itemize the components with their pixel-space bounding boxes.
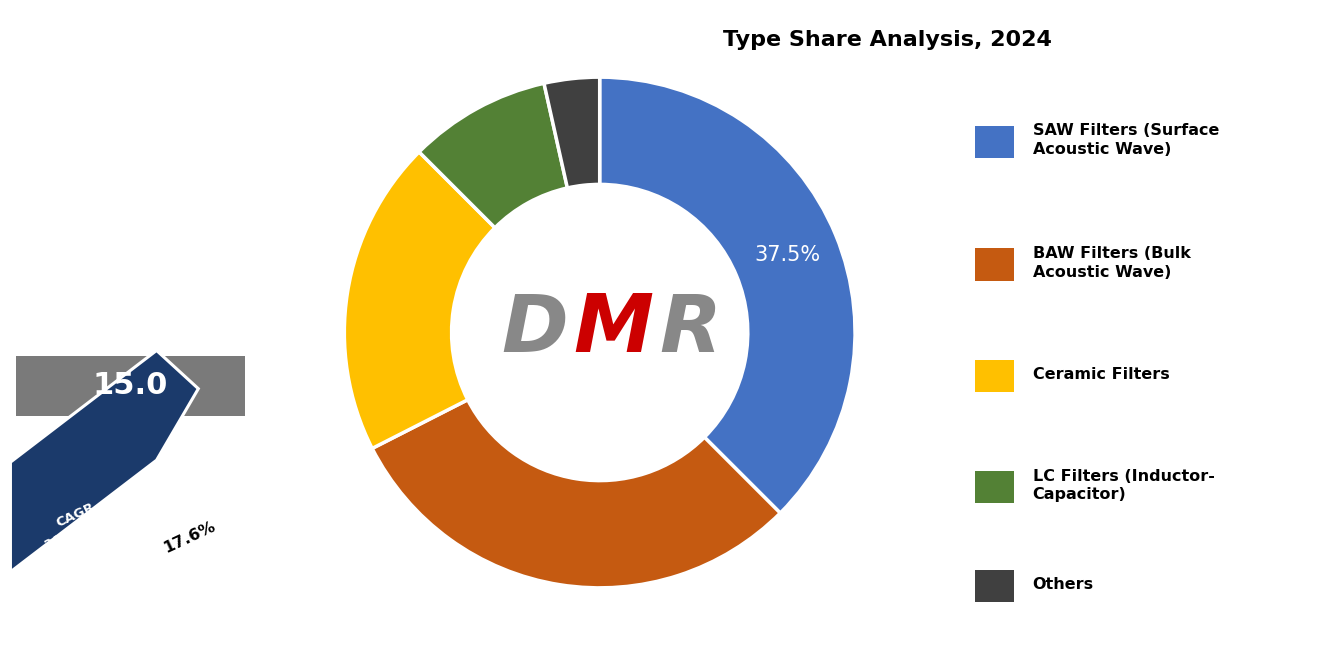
Wedge shape [419,83,567,228]
FancyBboxPatch shape [975,360,1014,392]
Text: Dimension
Market
Research: Dimension Market Research [51,20,210,112]
Text: 17.6%: 17.6% [161,519,217,556]
Text: 15.0: 15.0 [92,371,169,400]
Text: Ceramic Filters: Ceramic Filters [1032,367,1169,382]
Wedge shape [344,152,496,448]
Text: SAW Filters (Surface
Acoustic Wave): SAW Filters (Surface Acoustic Wave) [1032,124,1219,157]
Text: M: M [573,291,654,369]
Polygon shape [11,350,198,572]
Text: Others: Others [1032,577,1094,593]
FancyBboxPatch shape [975,126,1014,158]
Circle shape [452,184,747,481]
Text: 37.5%: 37.5% [754,245,820,265]
FancyBboxPatch shape [975,571,1014,602]
Text: BAW Filters (Bulk
Acoustic Wave): BAW Filters (Bulk Acoustic Wave) [1032,246,1190,280]
Wedge shape [600,77,855,513]
Text: Type Share Analysis, 2024: Type Share Analysis, 2024 [722,30,1052,50]
Text: Global RF Filter
Market Size
(USD Billion), 2024: Global RF Filter Market Size (USD Billio… [42,266,219,331]
FancyBboxPatch shape [136,512,243,562]
Wedge shape [372,400,780,588]
Text: LC Filters (Inductor-
Capacitor): LC Filters (Inductor- Capacitor) [1032,469,1214,502]
Text: CAGR
2024-2033: CAGR 2024-2033 [37,493,120,551]
Wedge shape [544,77,600,188]
Text: R: R [659,291,721,369]
FancyBboxPatch shape [975,471,1014,503]
FancyBboxPatch shape [16,356,245,416]
FancyBboxPatch shape [975,249,1014,281]
Text: D: D [501,291,568,369]
